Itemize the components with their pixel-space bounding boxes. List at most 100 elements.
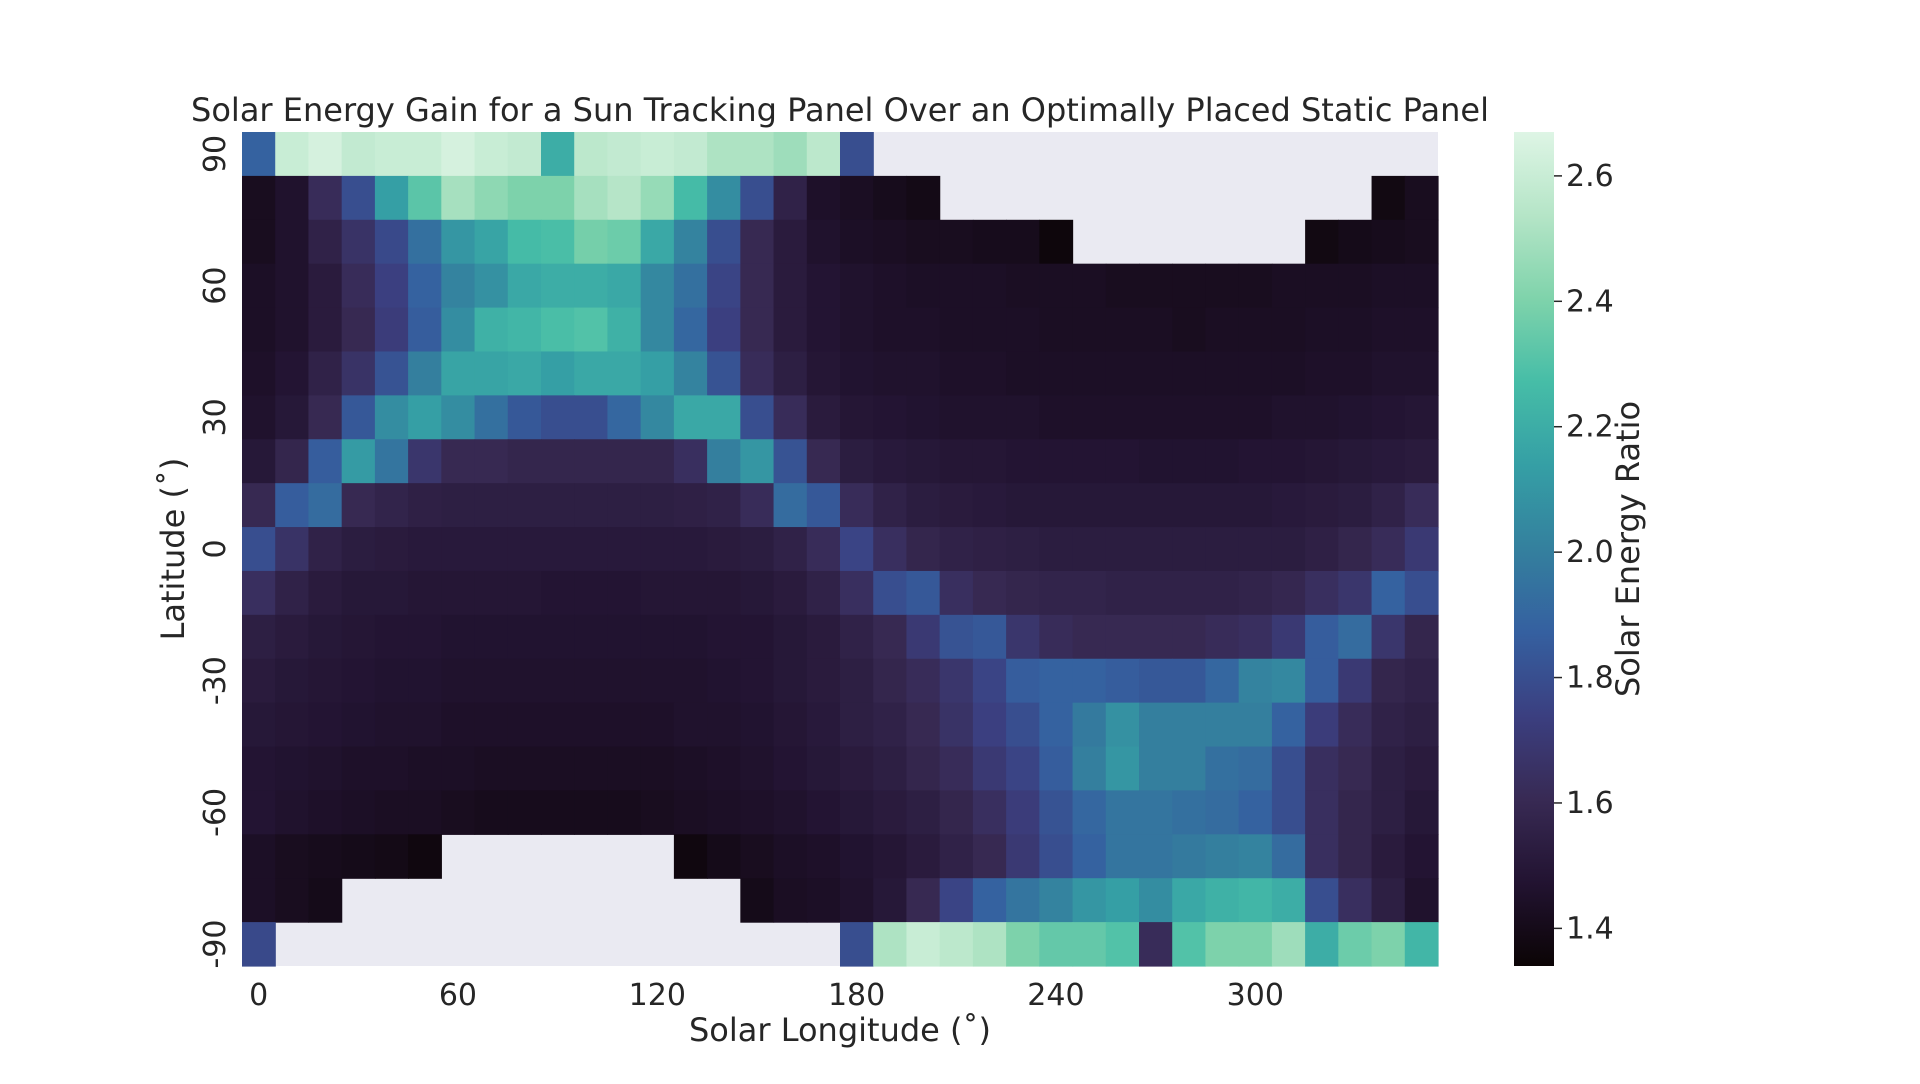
heatmap-cell [673, 439, 708, 484]
heatmap-cell [1338, 483, 1373, 528]
heatmap-cell [308, 878, 343, 923]
heatmap-cell [275, 307, 310, 353]
colorbar-tick-label: 2.0 [1566, 535, 1614, 570]
heatmap-cell [972, 922, 1007, 967]
heatmap-cell [607, 658, 642, 704]
heatmap-cell [906, 790, 941, 835]
heatmap-cell [640, 658, 675, 704]
heatmap-cell [1305, 395, 1339, 440]
colorbar [1514, 132, 1554, 966]
heatmap-cell [574, 395, 609, 440]
colorbar-tick-label: 1.6 [1566, 786, 1614, 821]
y-tick-label: 30 [198, 398, 233, 436]
heatmap-cell [1039, 746, 1074, 792]
heatmap-cell [972, 878, 1007, 923]
colorbar-tick-label: 1.8 [1566, 661, 1614, 696]
heatmap-cell [441, 439, 476, 484]
heatmap-cell [806, 614, 841, 660]
heatmap-cell [707, 132, 741, 177]
heatmap-cell [242, 175, 276, 221]
heatmap-cell [740, 351, 775, 396]
y-tick-label: 0 [198, 539, 233, 558]
heatmap-cell [1305, 834, 1339, 879]
heatmap-cell [873, 395, 908, 440]
heatmap-cell [1238, 790, 1273, 835]
heatmap-cell [1039, 570, 1074, 616]
heatmap-cell [408, 132, 442, 177]
heatmap-cell [1072, 263, 1107, 309]
heatmap-cell [1139, 614, 1173, 660]
heatmap-cell [673, 614, 708, 660]
heatmap-cell [972, 351, 1007, 396]
heatmap-cell [640, 307, 675, 353]
heatmap-cell [972, 702, 1007, 748]
heatmap-cell [507, 263, 542, 309]
heatmap-cell [673, 834, 708, 879]
heatmap-cell [1072, 702, 1107, 748]
heatmap-cell [1205, 702, 1240, 748]
heatmap-cell [408, 307, 442, 353]
heatmap-cell [773, 263, 808, 309]
heatmap-cell [507, 790, 542, 835]
heatmap-cell [1072, 307, 1107, 353]
heatmap-cell [773, 570, 808, 616]
heatmap-cell [840, 922, 874, 967]
heatmap-cell [840, 263, 874, 309]
heatmap-cell [474, 702, 509, 748]
heatmap-cell [1404, 746, 1439, 792]
heatmap-cell [341, 351, 376, 396]
heatmap-cell [341, 746, 376, 792]
heatmap-cell [1039, 834, 1074, 879]
heatmap-cell [1404, 307, 1439, 353]
heatmap-cell [242, 263, 276, 309]
heatmap-cell [374, 132, 409, 177]
heatmap-cell [873, 702, 908, 748]
heatmap-cell [640, 395, 675, 440]
heatmap-cell [308, 219, 343, 265]
heatmap-cell [1404, 570, 1439, 616]
heatmap-cell [1271, 439, 1306, 484]
heatmap-cell [1006, 395, 1040, 440]
heatmap-cell [507, 219, 542, 265]
colorbar-tick-label: 1.4 [1566, 911, 1614, 946]
heatmap-cell [1006, 614, 1040, 660]
heatmap-cell [242, 527, 276, 572]
heatmap-cell [1371, 439, 1406, 484]
heatmap-cell [1271, 351, 1306, 396]
heatmap-cell [740, 746, 775, 792]
heatmap-cell [939, 483, 974, 528]
heatmap-cell [1139, 878, 1173, 923]
heatmap-cell [408, 702, 442, 748]
heatmap-cell [1404, 351, 1439, 396]
heatmap-cell [574, 702, 609, 748]
heatmap-cell [1338, 307, 1373, 353]
heatmap-cell [939, 527, 974, 572]
heatmap-cell [806, 219, 841, 265]
heatmap-cell [939, 263, 974, 309]
heatmap-cell [740, 878, 775, 923]
heatmap-cell [939, 790, 974, 835]
heatmap-cell [1238, 263, 1273, 309]
heatmap-cell [1238, 614, 1273, 660]
heatmap-cell [673, 175, 708, 221]
heatmap-cell [574, 439, 609, 484]
heatmap-cell [541, 263, 575, 309]
heatmap-cell [607, 395, 642, 440]
heatmap-cell [1105, 439, 1140, 484]
heatmap-cell [1305, 351, 1339, 396]
heatmap-cell [707, 175, 741, 221]
heatmap-cell [1305, 790, 1339, 835]
heatmap-cell [873, 263, 908, 309]
heatmap-cell [1205, 878, 1240, 923]
heatmap-cell [374, 570, 409, 616]
heatmap-cell [707, 439, 741, 484]
heatmap-cell [341, 439, 376, 484]
heatmap-cell [1039, 307, 1074, 353]
y-tick-label: -60 [198, 788, 233, 837]
heatmap-cell [939, 878, 974, 923]
heatmap-cell [507, 746, 542, 792]
x-tick-label: 240 [1027, 978, 1084, 1013]
heatmap-cell [441, 219, 476, 265]
heatmap-cell [640, 702, 675, 748]
heatmap-cell [1072, 834, 1107, 879]
